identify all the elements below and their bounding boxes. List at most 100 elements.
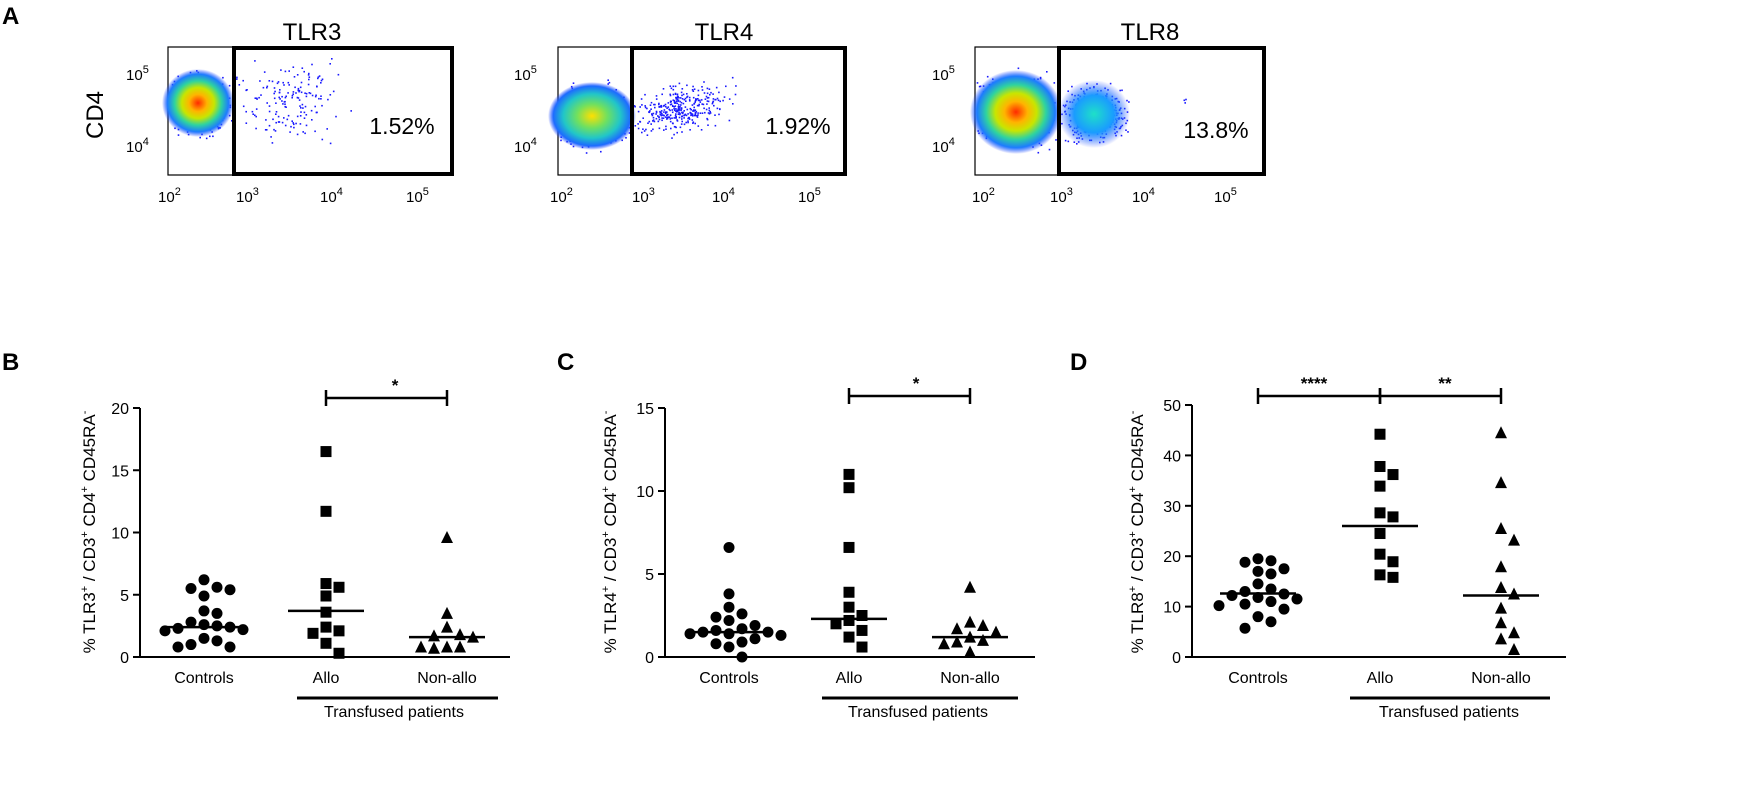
flow-event <box>718 91 720 94</box>
flow-event <box>283 117 285 119</box>
flow-event <box>668 108 670 111</box>
flow-event <box>231 120 233 122</box>
flow-event <box>678 106 680 109</box>
flow-event <box>711 102 714 105</box>
flow-event <box>648 120 651 123</box>
tick-base: 10 <box>632 189 649 206</box>
flow-event <box>284 96 287 99</box>
data-point-circle <box>1278 603 1290 615</box>
flow-event <box>655 117 658 120</box>
flow-event <box>694 122 696 125</box>
flow-event <box>710 91 712 94</box>
flow-event <box>327 98 329 101</box>
flow-event <box>669 101 672 103</box>
tick-base: 10 <box>158 189 175 206</box>
tick-base: 10 <box>798 189 815 206</box>
flow-event <box>716 97 719 100</box>
flow-event <box>652 128 654 131</box>
flow-event <box>686 84 688 87</box>
flow-event <box>672 88 675 91</box>
data-point-circle <box>1252 553 1264 565</box>
y-tick-label: 10 <box>1163 600 1181 617</box>
flow-event <box>696 104 699 107</box>
data-point-triangle <box>977 633 989 646</box>
flow-event <box>299 115 302 117</box>
data-point-circle <box>211 581 223 593</box>
flow-event <box>284 105 286 108</box>
flow-event <box>1037 151 1040 154</box>
flow-event <box>655 98 658 100</box>
flow-event <box>326 128 328 130</box>
flow-event <box>1067 140 1070 143</box>
flow-event <box>673 109 676 112</box>
tick-exp: 2 <box>567 186 573 198</box>
flow-event <box>713 104 715 107</box>
flow-event <box>670 103 673 105</box>
flow-event <box>706 87 709 90</box>
data-point-square <box>320 590 332 602</box>
flow-event <box>728 119 731 122</box>
data-point-triangle <box>964 615 976 628</box>
flow-event <box>337 73 340 76</box>
flow-event <box>693 110 695 112</box>
flow-event <box>694 101 696 103</box>
flow-event <box>693 88 696 90</box>
flow-event <box>296 133 299 136</box>
y-tick-label: 5 <box>120 588 129 605</box>
flow-event <box>1109 82 1112 85</box>
flow-event <box>304 105 307 108</box>
flow-event <box>652 112 655 115</box>
flow-event <box>317 76 320 78</box>
flow-event <box>321 104 323 107</box>
y-tick-label: 30 <box>1163 499 1181 516</box>
flow-event <box>665 105 667 108</box>
flow-event <box>669 109 671 112</box>
flow-event <box>665 125 667 128</box>
flow-event <box>268 110 271 113</box>
flow-event <box>701 112 704 114</box>
flow-event <box>698 104 700 107</box>
flow-event <box>723 96 726 98</box>
flow-event <box>699 112 702 114</box>
flow-event <box>268 124 271 127</box>
data-point-triangle <box>441 606 453 619</box>
flow-event <box>660 114 663 117</box>
flow-event <box>274 130 277 132</box>
flow-event <box>684 106 687 108</box>
panel-letter: D <box>1070 349 1087 376</box>
data-point-circle <box>237 624 249 636</box>
flow-event <box>671 109 673 111</box>
data-point-square <box>333 647 345 659</box>
flow-event <box>252 113 254 115</box>
flow-plot-tlr8: TLR8 13.8% 105 104 102 103 104 105 <box>932 19 1266 206</box>
flow-event <box>316 111 318 114</box>
flow-event <box>661 93 663 96</box>
svg-text:104: 104 <box>1132 186 1155 206</box>
flow-event <box>296 74 299 76</box>
flow-event <box>300 107 302 109</box>
y-axis-label: % TLR8+ / CD3+ CD4+ CD45RA- <box>1127 410 1147 653</box>
flow-event <box>666 118 668 120</box>
flow-x-ticks: 102 103 104 105 <box>972 186 1237 206</box>
svg-text:104: 104 <box>126 136 149 156</box>
flow-event <box>701 89 704 91</box>
svg-text:103: 103 <box>1050 186 1073 206</box>
flow-event <box>699 101 702 103</box>
flow-event <box>625 137 627 139</box>
flow-event <box>671 105 674 107</box>
flow-event <box>692 122 694 124</box>
data-point-triangle <box>1495 476 1507 489</box>
data-point-circle <box>736 651 748 663</box>
flow-event <box>666 113 669 116</box>
flow-event <box>283 84 285 86</box>
svg-text:102: 102 <box>972 186 995 206</box>
flow-event <box>667 106 670 108</box>
flow-event <box>280 69 282 71</box>
flow-event <box>299 105 301 107</box>
significance-label: ** <box>1438 374 1452 393</box>
category-label: Allo <box>313 670 340 687</box>
flow-event <box>675 110 677 113</box>
flow-event <box>686 108 689 111</box>
flow-event <box>707 100 710 103</box>
data-point-circle <box>1239 622 1251 634</box>
